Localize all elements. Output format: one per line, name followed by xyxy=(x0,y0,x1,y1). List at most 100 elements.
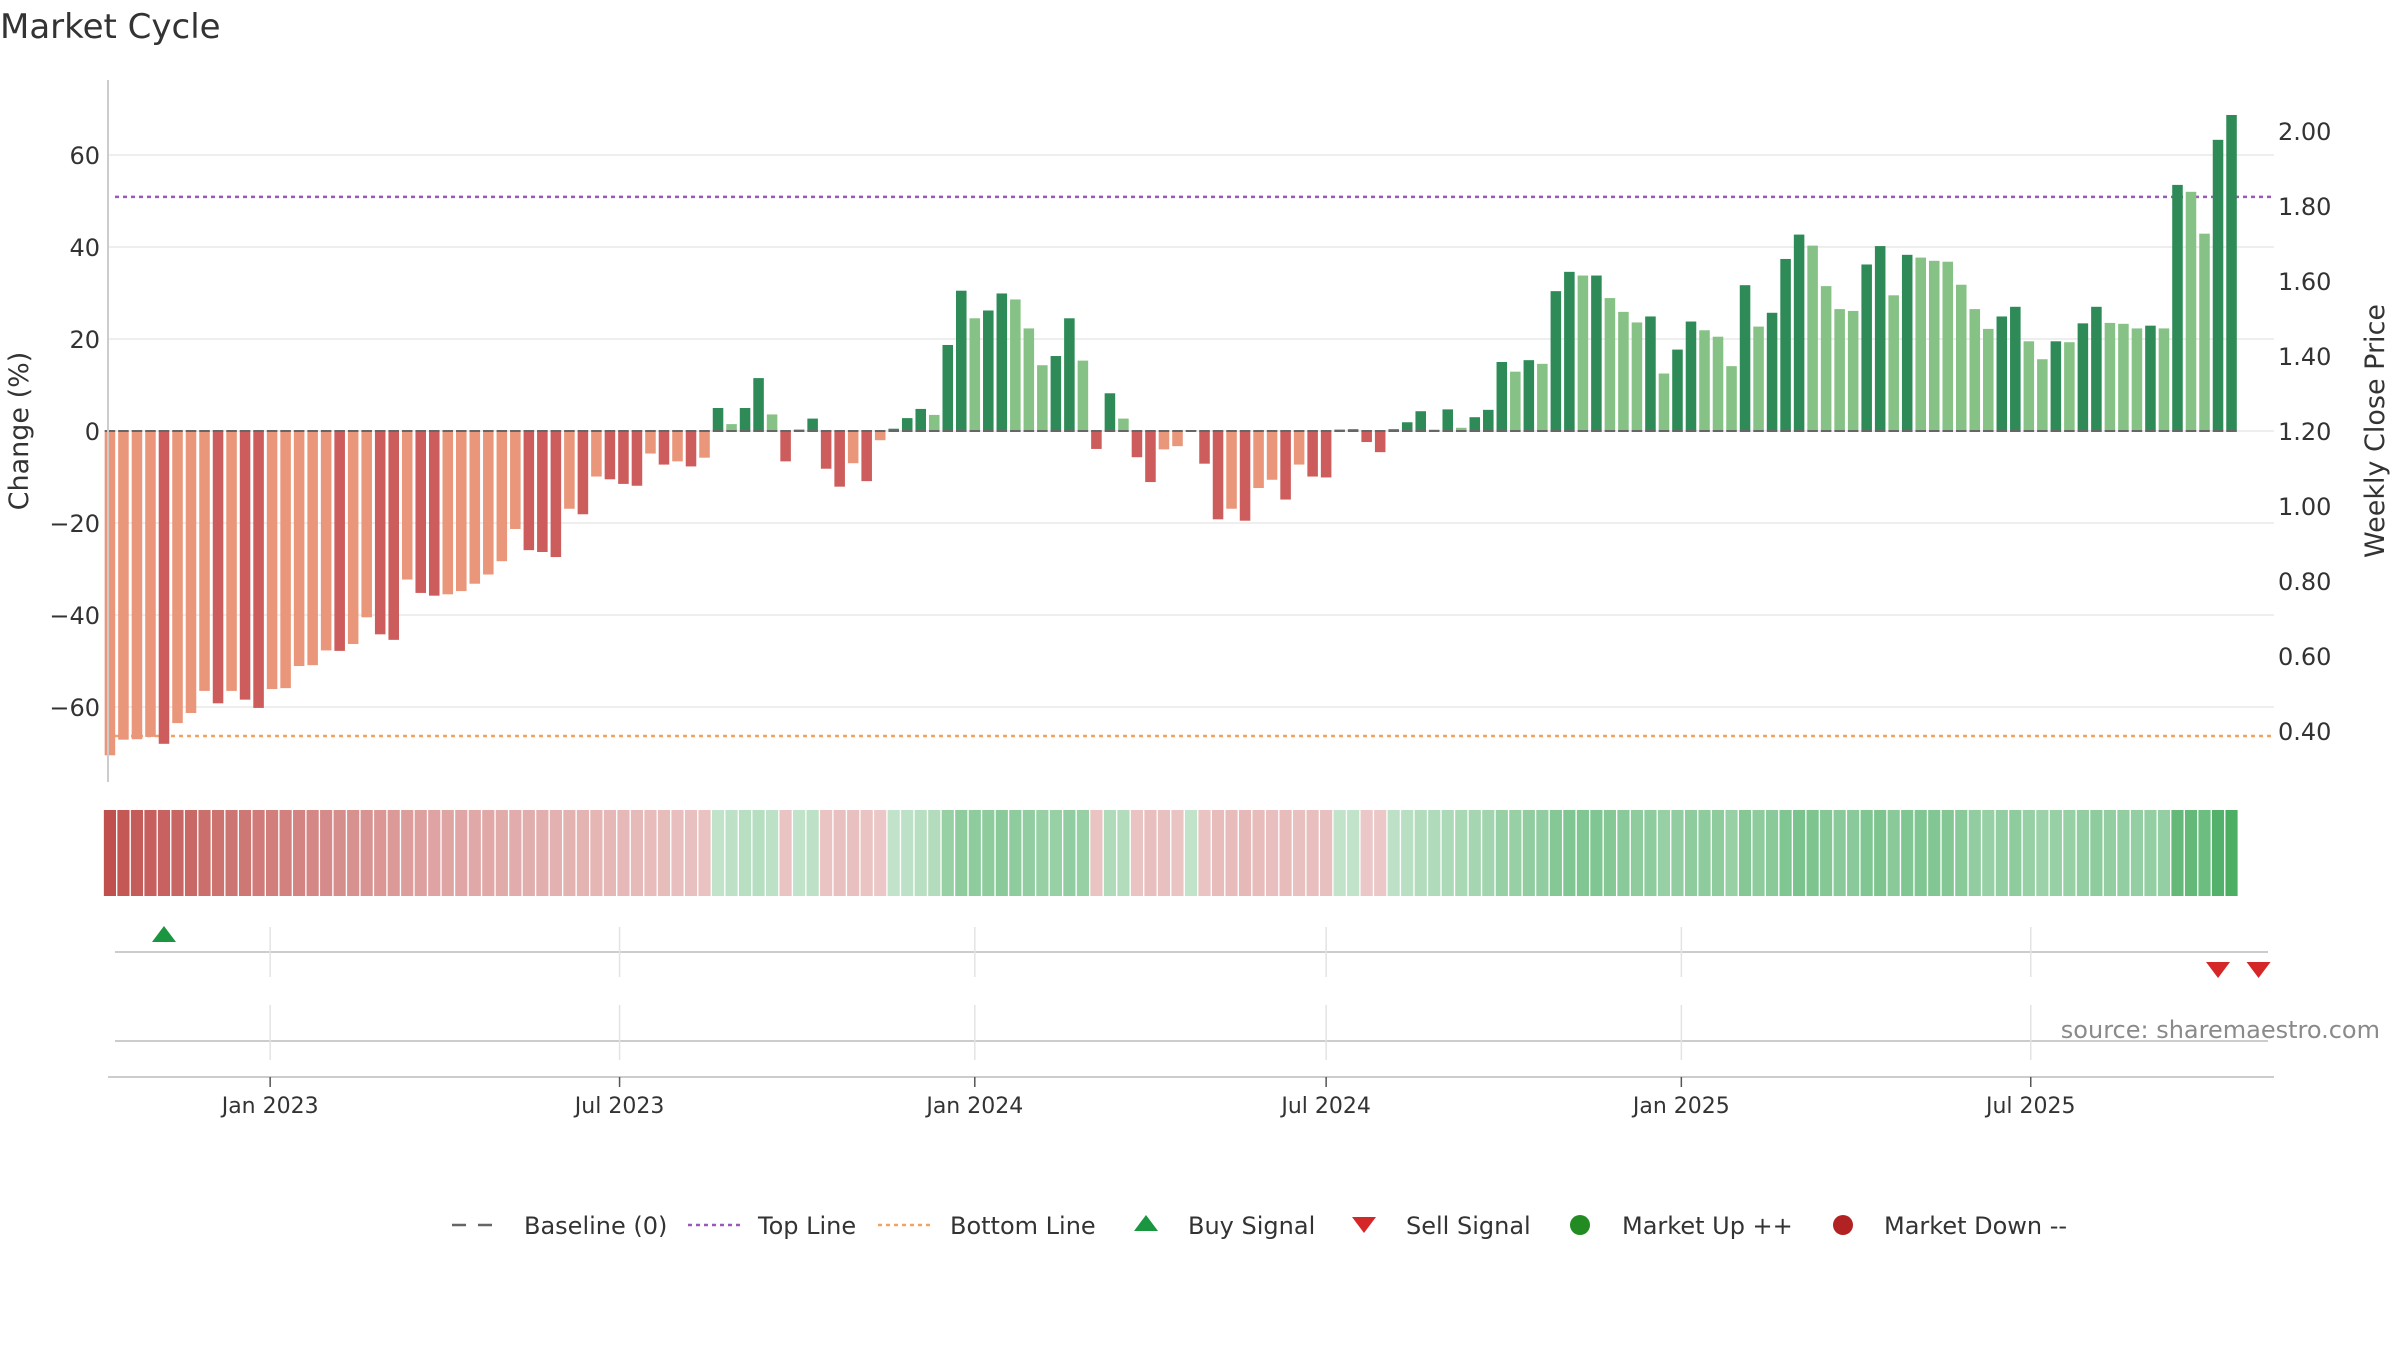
change-bar xyxy=(361,431,372,618)
change-bar xyxy=(1631,322,1643,431)
sell-signal-marker xyxy=(2246,962,2271,978)
heat-cell xyxy=(982,810,995,896)
heat-cell xyxy=(603,810,616,896)
change-bar xyxy=(1807,245,1818,431)
date-gridlines xyxy=(269,927,2032,1060)
change-bar xyxy=(1942,261,1954,431)
change-bar xyxy=(1293,431,1305,465)
heat-cell xyxy=(644,810,657,896)
change-bar xyxy=(2118,323,2129,431)
heat-cell xyxy=(1765,810,1779,896)
heat-cell xyxy=(2022,810,2035,896)
change-bar xyxy=(199,431,210,691)
change-bar xyxy=(672,431,683,462)
change-bar xyxy=(1604,298,1616,431)
change-bar xyxy=(2185,191,2197,431)
change-bar xyxy=(1928,260,1940,431)
change-bar xyxy=(483,431,494,575)
main-gridlines xyxy=(108,154,2274,708)
heat-cell xyxy=(1752,810,1765,896)
change-bar xyxy=(820,431,832,469)
change-bar xyxy=(2199,233,2210,431)
change-bar xyxy=(739,408,751,431)
change-bar xyxy=(983,310,994,431)
heat-cell xyxy=(1171,810,1184,896)
change-bar xyxy=(1739,285,1751,431)
change-bar xyxy=(1199,431,1210,464)
heat-cell xyxy=(266,810,279,896)
heat-cell xyxy=(1914,810,1927,896)
heat-cell xyxy=(1036,810,1049,896)
heat-cell xyxy=(1441,810,1454,896)
y2-tick-label: 0.60 xyxy=(2278,643,2331,671)
y-axis-label: Change (%) xyxy=(4,352,35,511)
change-bar xyxy=(1645,316,1656,431)
heat-cell xyxy=(1090,810,1103,896)
heat-cell xyxy=(1509,810,1522,896)
change-bar xyxy=(118,431,129,740)
heat-cell xyxy=(1968,810,1981,896)
heat-cell xyxy=(1144,810,1157,896)
change-bar xyxy=(1496,362,1508,431)
change-bar xyxy=(401,431,413,580)
x-tick-label: Jan 2023 xyxy=(220,1094,319,1119)
heat-cell xyxy=(1347,810,1360,896)
heat-cell xyxy=(455,810,468,896)
heat-cell xyxy=(117,810,130,896)
change-bar xyxy=(847,431,859,464)
heat-cell xyxy=(1495,810,1508,896)
heat-cell xyxy=(1820,810,1833,896)
heat-cell xyxy=(820,810,833,896)
change-bar xyxy=(2172,184,2183,431)
heat-cell xyxy=(225,810,238,896)
change-bar xyxy=(1212,431,1224,520)
heat-cell xyxy=(968,810,981,896)
change-bar xyxy=(2064,342,2075,431)
change-bar xyxy=(131,431,143,740)
heat-cell xyxy=(1901,810,1914,896)
change-bar xyxy=(1307,431,1318,477)
change-bar xyxy=(807,418,818,431)
change-bar xyxy=(1483,409,1494,431)
heat-cell xyxy=(509,810,522,896)
change-bar xyxy=(1401,422,1413,431)
x-tick-label: Jul 2024 xyxy=(1279,1094,1371,1119)
y-tick-label: −60 xyxy=(49,694,100,722)
change-bar xyxy=(888,428,899,431)
change-bar xyxy=(1983,328,1994,431)
change-bar xyxy=(2037,359,2048,431)
change-bar xyxy=(1753,326,1764,431)
change-bar xyxy=(1456,427,1467,431)
change-bar xyxy=(1131,431,1143,458)
heat-cell xyxy=(2049,810,2062,896)
heat-cell xyxy=(1333,810,1346,896)
heat-cell xyxy=(1549,810,1562,896)
change-bar xyxy=(1010,299,1021,431)
heat-cell xyxy=(995,810,1008,896)
change-bar xyxy=(428,431,440,596)
change-bar xyxy=(1415,411,1426,431)
heat-cell xyxy=(1603,810,1616,896)
source-label: source: sharemaestro.com xyxy=(2061,1016,2380,1044)
change-bar xyxy=(293,431,305,667)
heat-cell xyxy=(1455,810,1468,896)
change-bar xyxy=(645,431,656,454)
heat-cell xyxy=(1211,810,1225,896)
heat-cell xyxy=(1522,810,1535,896)
chart-title: Market Cycle xyxy=(0,7,221,47)
heat-cell xyxy=(860,810,873,896)
change-bar xyxy=(226,431,237,691)
change-bar xyxy=(1550,291,1562,431)
heat-cell xyxy=(198,810,211,896)
change-bar xyxy=(496,431,508,562)
heat-cell xyxy=(1076,810,1089,896)
change-bar xyxy=(1077,360,1089,431)
heat-cell xyxy=(630,810,644,896)
y-tick-label: 60 xyxy=(69,142,100,170)
heat-cell xyxy=(1320,810,1333,896)
heat-cell xyxy=(1590,810,1603,896)
heat-cell xyxy=(184,810,198,896)
change-bar xyxy=(2077,323,2089,431)
change-bar xyxy=(1820,286,1832,431)
change-bar xyxy=(699,431,710,458)
